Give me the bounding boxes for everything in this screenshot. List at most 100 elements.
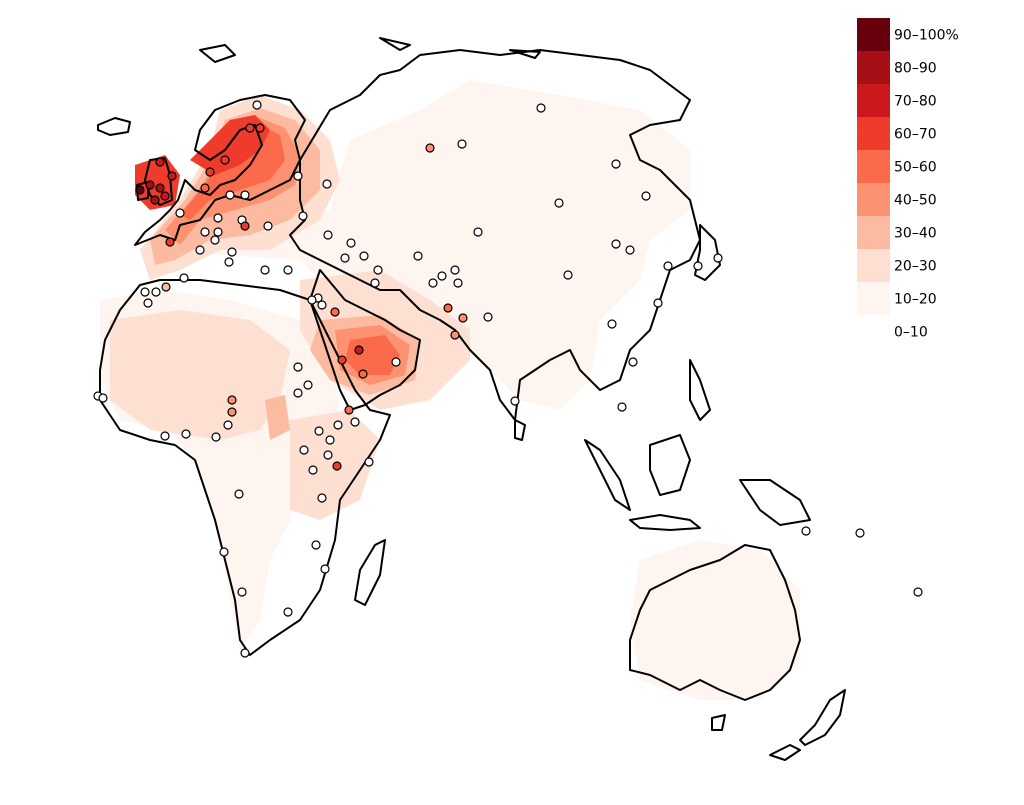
sample-point [237, 587, 247, 597]
legend-label: 10–20 [894, 292, 937, 308]
sample-point [317, 300, 327, 310]
sample-point [344, 405, 354, 415]
sample-point [607, 319, 617, 329]
sample-point [428, 278, 438, 288]
sample-point [200, 227, 210, 237]
sample-point [346, 238, 356, 248]
sample-point [510, 396, 520, 406]
sample-point [151, 287, 161, 297]
sample-point [536, 103, 546, 113]
sample-point [140, 287, 150, 297]
sample-point [303, 380, 313, 390]
legend-label: 80–90 [894, 61, 937, 77]
sample-point [293, 388, 303, 398]
sample-point [693, 261, 703, 271]
sample-point [801, 526, 811, 536]
legend: 90–100% 80–90 70–80 60–70 50–60 40–50 30–40 20–… [857, 18, 959, 348]
legend-label: 60–70 [894, 127, 937, 143]
sample-point [317, 493, 327, 503]
sample-point [155, 183, 165, 193]
legend-swatch [857, 51, 890, 84]
frequency-shading [100, 80, 800, 700]
sample-point [322, 179, 332, 189]
sample-point [373, 265, 383, 275]
sample-point [150, 195, 160, 205]
sample-point [179, 273, 189, 283]
sample-point [263, 221, 273, 231]
sample-point [175, 208, 185, 218]
sample-point [161, 282, 171, 292]
sample-point [225, 190, 235, 200]
legend-swatch [857, 150, 890, 183]
sample-point [554, 198, 564, 208]
legend-swatch [857, 84, 890, 117]
sample-point [160, 431, 170, 441]
sample-point [340, 253, 350, 263]
sample-point [358, 369, 368, 379]
sample-point [240, 648, 250, 658]
sample-point [227, 395, 237, 405]
sample-point [308, 465, 318, 475]
sample-point [713, 253, 723, 263]
sample-point [325, 435, 335, 445]
sample-point [323, 450, 333, 460]
sample-point [617, 402, 627, 412]
sample-point [413, 251, 423, 261]
sample-point [195, 245, 205, 255]
sample-point [165, 237, 175, 247]
legend-label: 50–60 [894, 160, 937, 176]
sample-point [224, 257, 234, 267]
sample-point [298, 211, 308, 221]
sample-point [255, 123, 265, 133]
sample-point [332, 461, 342, 471]
sample-point [330, 307, 340, 317]
sample-point [563, 270, 573, 280]
sample-point [350, 417, 360, 427]
legend-label: 30–40 [894, 226, 937, 242]
sample-point [219, 547, 229, 557]
sample-point [323, 230, 333, 240]
legend-label: 20–30 [894, 259, 937, 275]
sample-point [227, 407, 237, 417]
legend-swatch [857, 18, 890, 51]
sample-point [611, 239, 621, 249]
sample-point [240, 221, 250, 231]
legend-swatch [857, 117, 890, 150]
sample-point [293, 362, 303, 372]
sample-point [359, 251, 369, 261]
sample-point [98, 393, 108, 403]
sample-point [473, 227, 483, 237]
sample-point [611, 159, 621, 169]
sample-point [425, 143, 435, 153]
sample-point [167, 171, 177, 181]
legend-swatch [857, 282, 890, 315]
sample-point [333, 420, 343, 430]
sample-point [437, 271, 447, 281]
legend-label: 40–50 [894, 193, 937, 209]
sample-point [311, 540, 321, 550]
sample-point [450, 330, 460, 340]
sample-point [211, 432, 221, 442]
sample-point [240, 190, 250, 200]
sample-point [200, 183, 210, 193]
sample-point [653, 298, 663, 308]
sample-point [641, 191, 651, 201]
sample-point [283, 265, 293, 275]
legend-label: 0–10 [894, 325, 928, 341]
sample-point [453, 278, 463, 288]
sample-point [457, 139, 467, 149]
sample-point [443, 303, 453, 313]
legend-label: 70–80 [894, 94, 937, 110]
sample-point [213, 213, 223, 223]
sample-point [458, 313, 468, 323]
sample-point [913, 587, 923, 597]
sample-point [450, 265, 460, 275]
sample-point [252, 100, 262, 110]
sample-point [299, 445, 309, 455]
legend-label: 90–100% [894, 28, 959, 44]
sample-point [337, 355, 347, 365]
legend-swatch [857, 216, 890, 249]
sample-point [135, 185, 145, 195]
sample-point [160, 191, 170, 201]
